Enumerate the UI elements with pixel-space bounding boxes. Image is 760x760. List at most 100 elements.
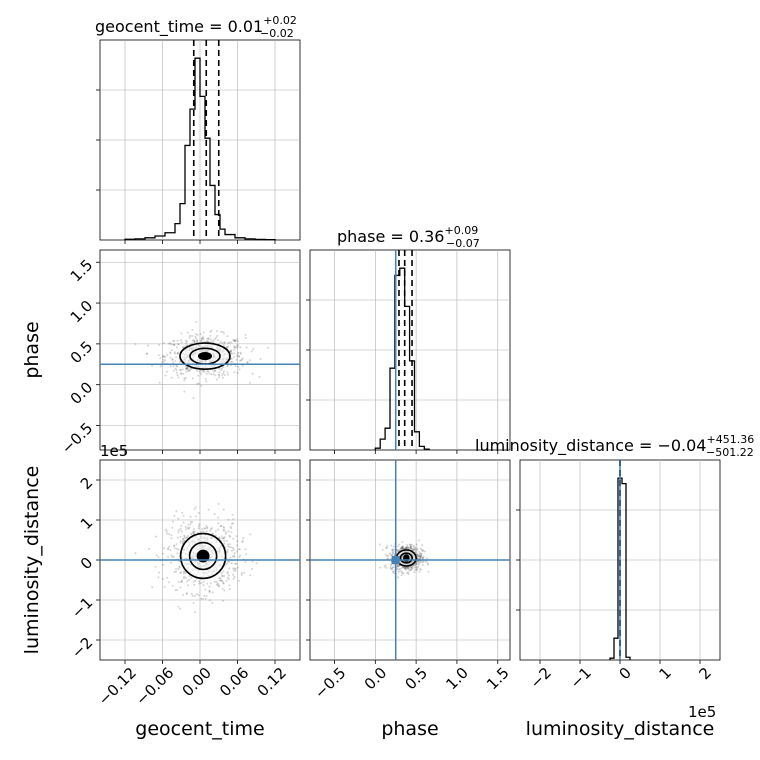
scatter-point — [216, 334, 219, 337]
scatter-point — [167, 556, 170, 559]
scatter-point — [249, 381, 251, 384]
scatter-point — [390, 563, 393, 566]
scatter-point — [183, 377, 186, 380]
panel-hist-luminosity-distance: −2 −1 0 1 2 — [516, 459, 721, 692]
scatter-point — [419, 547, 422, 550]
scatter-point — [173, 570, 176, 573]
scatter-point — [151, 586, 154, 589]
scatter-point — [421, 563, 424, 566]
scatter-point — [232, 573, 235, 576]
scatter-point — [409, 566, 412, 569]
scatter-point — [181, 368, 184, 371]
scatter-point — [200, 340, 203, 342]
scatter-point — [230, 562, 233, 565]
scatter-point — [412, 549, 415, 552]
scatter-point — [421, 556, 424, 559]
scatter-point — [157, 556, 160, 559]
scatter-point — [173, 339, 176, 342]
scatter-point — [209, 338, 212, 341]
scatter-point — [226, 345, 229, 348]
scatter-point — [399, 547, 402, 550]
scatter-point — [396, 548, 398, 551]
scatter-point — [191, 339, 194, 342]
scatter-point — [176, 339, 179, 342]
scatter-point — [425, 557, 428, 560]
scatter-point — [162, 342, 165, 344]
scatter-point — [162, 354, 165, 357]
scatter-point — [221, 341, 224, 344]
scatter-point — [231, 352, 233, 355]
scatter-point — [176, 365, 179, 368]
scatter-point — [209, 334, 212, 337]
scatter-point — [195, 333, 198, 335]
scatter-point — [235, 346, 238, 349]
scatter-point — [171, 359, 174, 361]
scatter-point — [218, 367, 221, 370]
scatter-point — [170, 343, 173, 346]
scatter-point — [411, 567, 414, 570]
scatter-point — [205, 380, 208, 383]
scatter-point — [234, 340, 236, 343]
scatter-point — [176, 552, 179, 555]
scatter-point — [401, 545, 404, 548]
scatter-point — [198, 582, 201, 585]
scatter-point — [427, 570, 430, 573]
scatter-point — [226, 571, 229, 574]
scatter-point — [398, 549, 400, 551]
scatter-point — [409, 568, 412, 571]
scatter-point — [205, 530, 208, 533]
scatter-point — [172, 365, 175, 368]
scatter-point — [211, 601, 214, 604]
scatter-point — [193, 341, 196, 343]
scatter-point — [180, 580, 183, 583]
scatter-point — [219, 579, 222, 582]
scatter-point — [206, 369, 209, 372]
scatter-point — [184, 571, 187, 574]
scatter-point — [238, 548, 241, 551]
scatter-point — [220, 331, 223, 333]
scatter-point — [421, 556, 424, 559]
scatter-point — [172, 555, 175, 558]
scatter-point — [193, 611, 196, 614]
scatter-point — [199, 333, 202, 336]
scatter-point — [238, 556, 241, 559]
scatter-point — [400, 547, 403, 550]
scatter-point — [406, 547, 408, 550]
scatter-point — [175, 570, 177, 573]
scatter-point — [170, 554, 173, 557]
scatter-point — [391, 548, 394, 551]
scatter-point — [189, 334, 192, 337]
scatter-point — [413, 548, 416, 551]
scatter-point — [177, 343, 180, 346]
scatter-point — [391, 566, 394, 569]
scatter-point — [411, 566, 414, 569]
scatter-point — [217, 373, 220, 376]
scatter-point — [405, 547, 408, 550]
scatter-point — [414, 547, 416, 550]
scatter-point — [391, 553, 394, 556]
scatter-point — [234, 339, 237, 342]
scatter-point — [179, 571, 182, 574]
scatter-point — [415, 566, 418, 569]
scatter-point — [229, 350, 232, 353]
scatter-point — [194, 335, 197, 338]
scatter-point — [230, 527, 233, 530]
scatter-point — [418, 553, 421, 556]
scatter-point — [223, 341, 226, 344]
scatter-point — [218, 537, 221, 540]
scatter-point — [415, 569, 418, 571]
scatter-point — [183, 534, 186, 537]
scatter-point — [207, 508, 210, 511]
scatter-point — [233, 356, 235, 358]
scatter-point — [180, 372, 183, 375]
scatter-point — [148, 547, 151, 550]
scatter-point — [415, 543, 418, 546]
scatter-point — [179, 339, 182, 342]
scatter-point — [160, 361, 163, 364]
scatter-point — [213, 513, 216, 516]
scatter-point — [267, 346, 270, 349]
scatter-point — [418, 556, 421, 559]
scatter-point — [176, 352, 179, 355]
ylabel-luminosity-distance: luminosity_distance — [21, 466, 43, 655]
scatter-point — [196, 339, 199, 342]
